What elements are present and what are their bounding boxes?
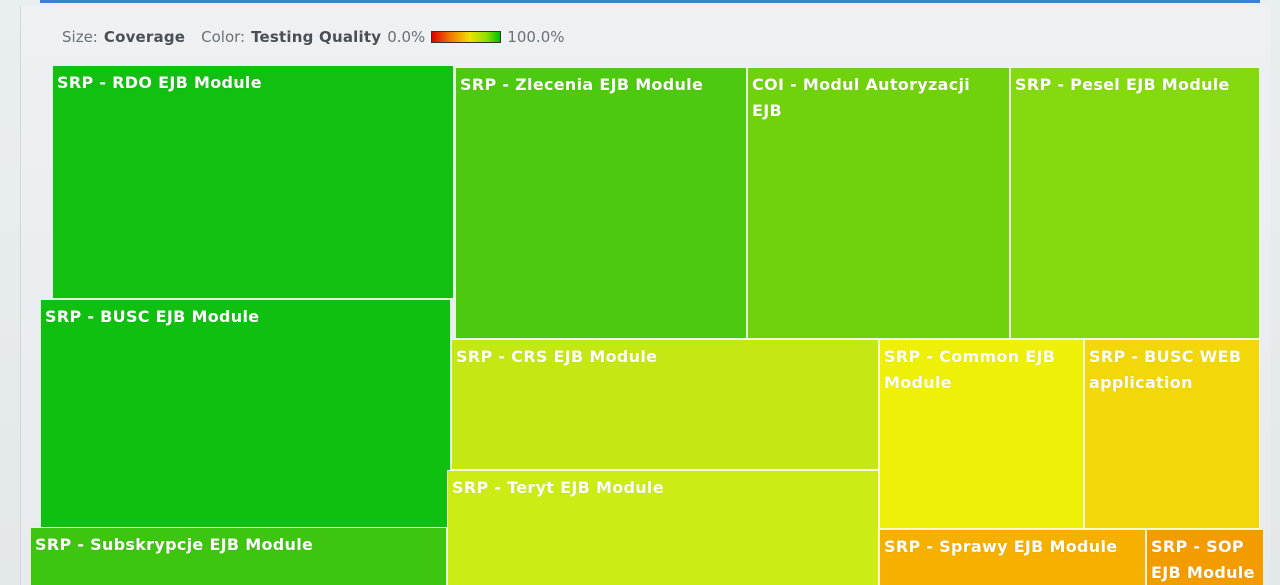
- treemap-tile-srp-rdo-ejb-module[interactable]: SRP - RDO EJB Module: [52, 65, 454, 299]
- treemap-tile-label: SRP - BUSC EJB Module: [45, 307, 260, 326]
- window-top-accent: [40, 0, 1260, 3]
- color-scale-max: 100.0%: [507, 28, 565, 46]
- treemap-tile-label: COI - Modul Autoryzacji EJB: [752, 75, 971, 120]
- treemap-tile-srp-busc-web-application[interactable]: SRP - BUSC WEB application: [1084, 339, 1260, 529]
- color-scale-min: 0.0%: [387, 28, 426, 46]
- color-scale-gradient: [431, 31, 502, 43]
- treemap-tile-label: SRP - BUSC WEB application: [1089, 347, 1242, 392]
- treemap-tile-srp-common-ejb-module[interactable]: SRP - Common EJB Module: [879, 339, 1084, 529]
- treemap-tile-label: SRP - RDO EJB Module: [57, 73, 262, 92]
- treemap-legend: Size: Coverage Color: Testing Quality 0.…: [62, 25, 565, 49]
- treemap-tile-srp-sprawy-ejb-module[interactable]: SRP - Sprawy EJB Module: [879, 529, 1146, 585]
- treemap-tile-srp-zlecenia-ejb-module[interactable]: SRP - Zlecenia EJB Module: [455, 67, 747, 339]
- treemap-tile-srp-sop-ejb-module[interactable]: SRP - SOP EJB Module: [1146, 529, 1264, 585]
- color-metric[interactable]: Testing Quality: [251, 28, 382, 46]
- treemap-tile-srp-pesel-ejb-module[interactable]: SRP - Pesel EJB Module: [1010, 67, 1260, 339]
- size-label: Size:: [62, 28, 98, 46]
- treemap-tile-label: SRP - Common EJB Module: [884, 347, 1056, 392]
- treemap-tile-label: SRP - Zlecenia EJB Module: [460, 75, 704, 94]
- treemap-tile-srp-crs-ejb-module[interactable]: SRP - CRS EJB Module: [451, 339, 879, 470]
- treemap-tile-label: SRP - Pesel EJB Module: [1015, 75, 1230, 94]
- size-metric[interactable]: Coverage: [103, 28, 186, 46]
- treemap-tile-label: SRP - CRS EJB Module: [456, 347, 658, 366]
- treemap-tile-label: SRP - SOP EJB Module: [1151, 537, 1255, 582]
- treemap-tile-label: SRP - Sprawy EJB Module: [884, 537, 1118, 556]
- treemap-tile-srp-busc-ejb-module[interactable]: SRP - BUSC EJB Module: [40, 299, 451, 529]
- treemap-tile-srp-subskrypcje-ejb-module[interactable]: SRP - Subskrypcje EJB Module: [30, 527, 447, 585]
- treemap-tile-label: SRP - Subskrypcje EJB Module: [35, 535, 314, 554]
- treemap-tile-coi-modul-autoryzacji-ejb[interactable]: COI - Modul Autoryzacji EJB: [747, 67, 1010, 339]
- treemap-tile-label: SRP - Teryt EJB Module: [452, 478, 664, 497]
- treemap-tile-srp-teryt-ejb-module[interactable]: SRP - Teryt EJB Module: [447, 470, 879, 585]
- color-label: Color:: [201, 28, 246, 46]
